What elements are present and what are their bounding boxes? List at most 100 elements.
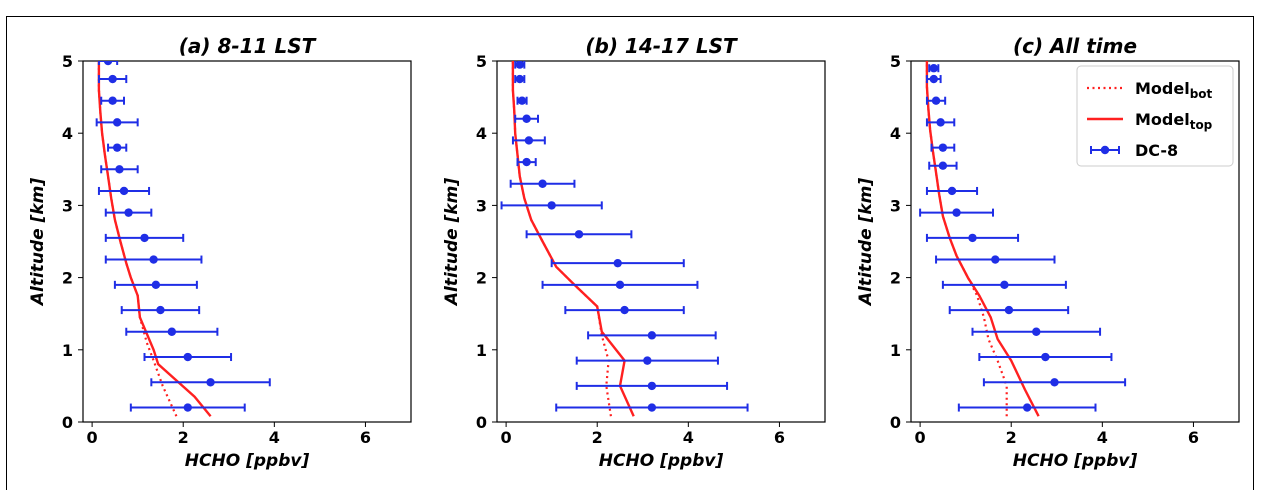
- y-axis-label: Altitude [km]: [442, 178, 462, 308]
- legend-label-subscript: top: [1190, 118, 1213, 132]
- dc8-point: [574, 230, 584, 239]
- x-tick-label: 6: [774, 428, 785, 447]
- legend-label-subscript: bot: [1190, 87, 1213, 101]
- dc8-point: [938, 143, 948, 152]
- x-tick-label: 2: [178, 428, 189, 447]
- dc8-point: [108, 96, 117, 105]
- dc8-point: [647, 403, 657, 412]
- x-tick-label: 4: [683, 428, 694, 447]
- plot-area-frame: [910, 60, 1240, 423]
- series-model-top-line: [97, 61, 212, 417]
- y-tick-label: 3: [62, 196, 73, 215]
- y-tick-label: 0: [62, 413, 73, 432]
- x-tick-label: 2: [592, 428, 603, 447]
- dc8-point: [931, 96, 941, 105]
- x-tick-label: 4: [269, 428, 280, 447]
- figure-frame: [6, 16, 1254, 490]
- dc8-point: [119, 186, 129, 196]
- plot-area-frame: [496, 60, 826, 423]
- dc8-point: [952, 208, 961, 217]
- dc8-point: [947, 186, 957, 196]
- panel-b: (b) 14-17 LST 0 2 4 6 0 1 2 3 4 5 HCHO [ppbv] Altitu…: [442, 34, 826, 471]
- dc8-point: [615, 280, 625, 290]
- dc8-point: [647, 381, 657, 391]
- dc8-point: [647, 331, 657, 340]
- y-tick-label: 2: [476, 269, 487, 288]
- y-tick-label: 3: [890, 196, 901, 215]
- y-tick-label: 0: [890, 413, 901, 432]
- series-model-bot-line: [511, 61, 612, 417]
- panel-title: (b) 14-17 LST: [585, 34, 738, 58]
- x-tick-label: 0: [915, 428, 926, 447]
- x-axis-label: HCHO [ppbv]: [599, 451, 724, 471]
- x-tick-label: 4: [1097, 428, 1108, 447]
- series-group: [500, 61, 749, 417]
- y-tick-label: 2: [890, 269, 901, 288]
- y-tick-label: 3: [476, 196, 487, 215]
- dc8-point: [108, 74, 117, 84]
- dc8-point: [183, 352, 192, 362]
- dc8-point: [1041, 352, 1050, 362]
- dc8-point: [1050, 378, 1059, 387]
- dc8-point: [206, 378, 215, 387]
- legend-label: DC-8: [1135, 141, 1178, 160]
- y-tick-label: 4: [62, 124, 73, 143]
- dc8-point: [112, 118, 122, 127]
- dc8-point: [112, 143, 122, 152]
- dc8-point: [522, 114, 531, 123]
- y-tick-label: 1: [62, 341, 73, 360]
- x-tick-label: 0: [501, 428, 512, 447]
- legend-box: [1076, 65, 1234, 167]
- panel-title: (a) 8-11 LST: [179, 34, 317, 58]
- series-group: [919, 61, 1127, 417]
- dc8-point: [140, 233, 149, 243]
- x-tick-label: 6: [1188, 428, 1199, 447]
- dc8-point: [1032, 327, 1041, 336]
- dc8-point: [936, 118, 945, 127]
- dc8-point: [1004, 305, 1014, 315]
- dc8-point: [156, 305, 165, 315]
- dc8-point: [643, 356, 652, 365]
- panel-c: (c) All time 0 2 4 6 0 1 2 3 4 5 HCHO [ppbv] Altitud…: [856, 34, 1240, 471]
- y-tick-label: 4: [476, 124, 487, 143]
- dc8-point: [517, 96, 527, 105]
- dc8-point: [929, 64, 938, 73]
- dc8-point: [515, 61, 524, 69]
- x-tick-label: 6: [360, 428, 371, 447]
- y-tick-label: 1: [890, 341, 901, 360]
- dc8-point: [124, 208, 133, 217]
- x-tick-label: 2: [1006, 428, 1017, 447]
- y-tick-label: 1: [476, 341, 487, 360]
- panel-title: (c) All time: [1013, 34, 1137, 58]
- dc8-point: [522, 157, 531, 167]
- y-tick-label: 5: [476, 52, 487, 71]
- plot-area-frame: [82, 60, 412, 423]
- dc8-point: [991, 255, 1000, 264]
- dc8-point: [968, 233, 977, 243]
- dc8-point: [515, 74, 524, 84]
- y-tick-label: 5: [62, 52, 73, 71]
- dc8-point: [938, 161, 948, 170]
- dc8-point: [149, 255, 158, 264]
- x-tick-label: 0: [87, 428, 98, 447]
- y-tick-label: 2: [62, 269, 73, 288]
- dc8-point: [151, 280, 161, 290]
- dc8-point: [115, 165, 124, 174]
- series-model-top-line: [511, 61, 635, 417]
- panel-a: (a) 8-11 LST 0 2 4 6 0 1 2 3 4 5 HCHO [ppbv] Altitud…: [28, 34, 412, 471]
- y-tick-label: 4: [890, 124, 901, 143]
- dc8-point: [103, 61, 113, 66]
- series-model-top-line: [925, 61, 1040, 417]
- dc8-point: [929, 74, 938, 84]
- dc8-point: [547, 201, 556, 210]
- dc8-point: [183, 403, 192, 412]
- dc8-point: [524, 136, 534, 145]
- dc8-point: [167, 327, 177, 336]
- x-axis-label: HCHO [ppbv]: [185, 451, 310, 471]
- dc8-point: [613, 258, 622, 268]
- y-axis-label: Altitude [km]: [856, 178, 876, 308]
- dc8-point: [1022, 403, 1032, 412]
- x-axis-label: HCHO [ppbv]: [1013, 451, 1138, 471]
